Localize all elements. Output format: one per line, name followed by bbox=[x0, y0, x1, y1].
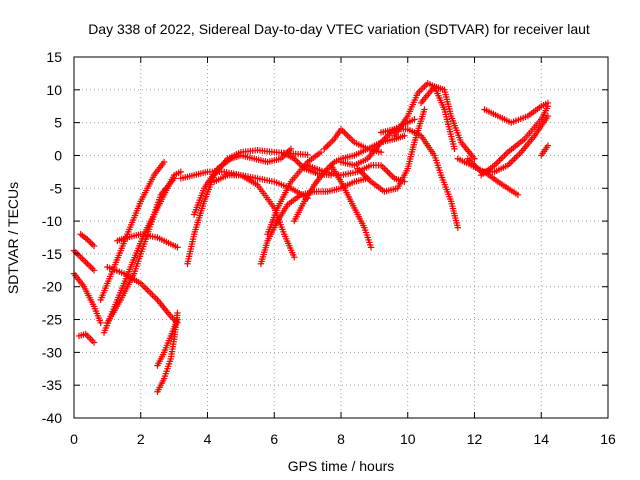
grid bbox=[74, 57, 608, 418]
data-point bbox=[304, 151, 311, 158]
data-point bbox=[174, 244, 181, 251]
series-arc-18 bbox=[291, 132, 408, 225]
x-axis-label: GPS time / hours bbox=[288, 458, 395, 474]
data-point bbox=[287, 145, 295, 153]
series-arc-24 bbox=[354, 106, 428, 195]
y-tick-label: -25 bbox=[42, 312, 62, 328]
series-arc-9 bbox=[114, 231, 181, 251]
data-point bbox=[367, 244, 375, 251]
y-tick-label: -40 bbox=[42, 410, 62, 426]
data-point bbox=[544, 112, 552, 120]
x-tick-label: 6 bbox=[270, 431, 278, 447]
series-arc-30 bbox=[477, 103, 552, 179]
x-tick-label: 2 bbox=[137, 431, 145, 447]
data-point bbox=[471, 155, 478, 162]
series-arc-11 bbox=[154, 316, 181, 369]
x-tick-label: 4 bbox=[204, 431, 212, 447]
data-point bbox=[170, 175, 178, 182]
series-arc-15 bbox=[210, 171, 298, 261]
y-tick-label: -5 bbox=[50, 180, 63, 196]
x-tick-label: 10 bbox=[400, 431, 416, 447]
data-point bbox=[454, 224, 462, 231]
series-arc-17 bbox=[264, 148, 325, 238]
y-tick-label: -30 bbox=[42, 344, 62, 360]
series-arc-23 bbox=[337, 116, 418, 169]
data-point bbox=[97, 319, 104, 327]
series-arc-2 bbox=[70, 247, 98, 274]
series-arc-4 bbox=[75, 330, 98, 346]
series-arc-31 bbox=[481, 99, 552, 126]
data-point bbox=[451, 145, 458, 153]
axis-ticks: 0 2 4 6 8 10 12 14 16 -40 -35 -30 -25 -20 -15 -10 -5 0 5 10… bbox=[42, 49, 616, 447]
y-tick-label: 15 bbox=[46, 49, 62, 65]
series-arc-22 bbox=[321, 126, 385, 156]
data-point bbox=[90, 242, 98, 250]
chart-title: Day 338 of 2022, Sidereal Day-to-day VTE… bbox=[88, 21, 590, 37]
series-arc-14 bbox=[177, 168, 311, 202]
y-tick-label: 10 bbox=[46, 82, 62, 98]
series-arc-27 bbox=[417, 83, 478, 162]
series-arc-21 bbox=[327, 162, 375, 251]
x-tick-label: 8 bbox=[337, 431, 345, 447]
series-arc-29 bbox=[464, 112, 552, 176]
y-axis-label: SDTVAR / TECUs bbox=[5, 182, 21, 294]
data-point bbox=[160, 158, 168, 166]
series-arc-3 bbox=[77, 231, 98, 250]
data-point bbox=[174, 316, 181, 323]
data-point bbox=[317, 148, 325, 156]
y-tick-label: -20 bbox=[42, 279, 62, 295]
data-point bbox=[401, 132, 408, 139]
data-point bbox=[544, 99, 552, 107]
data-point bbox=[411, 116, 418, 123]
series-arc-1 bbox=[70, 270, 104, 327]
y-tick-label: 5 bbox=[54, 115, 62, 131]
data-point bbox=[421, 106, 428, 113]
data-point bbox=[377, 148, 385, 156]
y-tick-label: -35 bbox=[42, 377, 62, 393]
y-tick-label: -15 bbox=[42, 246, 62, 262]
data-point bbox=[291, 253, 298, 261]
data-point bbox=[90, 339, 98, 346]
data-point bbox=[177, 168, 184, 176]
data-point bbox=[90, 267, 98, 274]
x-tick-label: 12 bbox=[467, 431, 483, 447]
x-tick-label: 0 bbox=[70, 431, 78, 447]
x-tick-label: 14 bbox=[533, 431, 549, 447]
y-tick-label: 0 bbox=[54, 147, 62, 163]
series-arc-13 bbox=[190, 145, 295, 218]
series-arc-8 bbox=[104, 263, 181, 327]
y-tick-label: -10 bbox=[42, 213, 62, 229]
x-tick-label: 16 bbox=[600, 431, 616, 447]
series-arc-26 bbox=[391, 80, 458, 153]
series-arc-32 bbox=[538, 142, 552, 159]
data-series bbox=[70, 80, 552, 395]
data-point bbox=[544, 142, 552, 149]
data-point bbox=[174, 309, 181, 317]
data-point bbox=[514, 191, 522, 199]
series-arc-25 bbox=[377, 126, 462, 231]
